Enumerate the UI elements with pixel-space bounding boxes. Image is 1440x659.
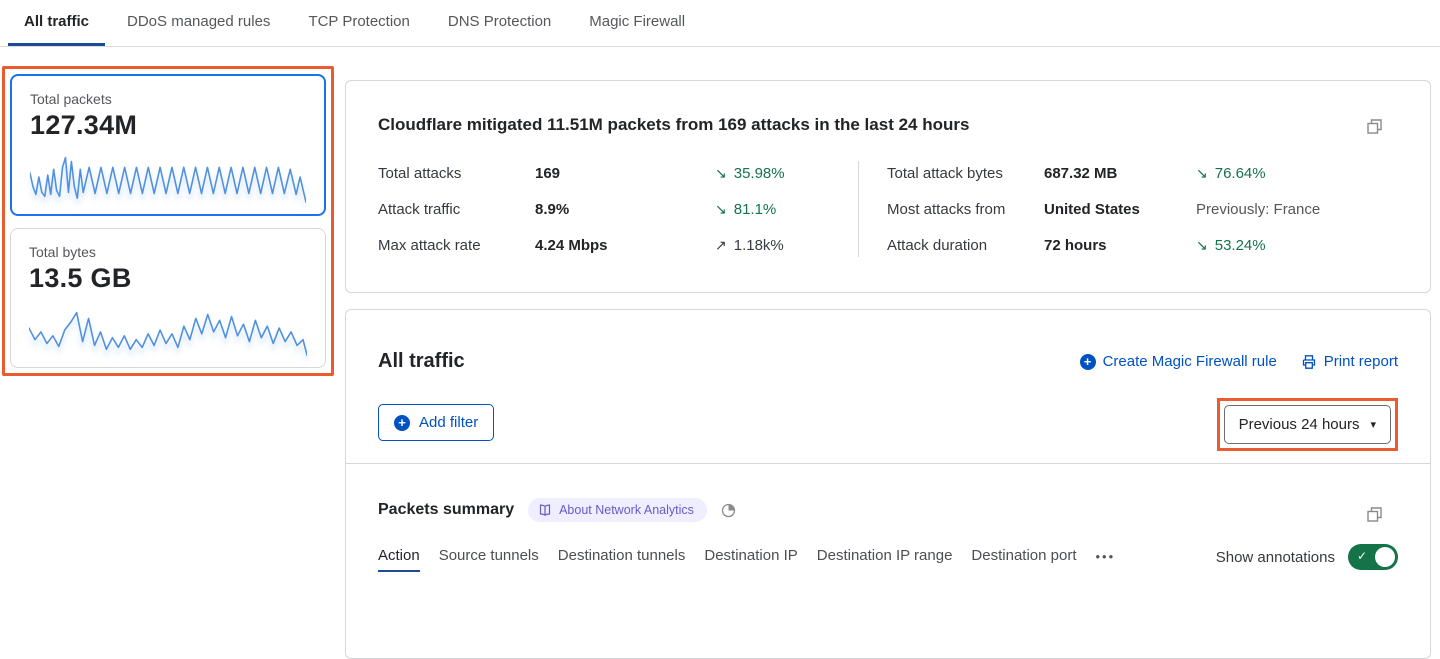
attack-stats-right: Total attack bytes 687.32 MB ↘ 76.64% Mos… (887, 155, 1398, 263)
stat-change: ↘ 35.98% (715, 164, 785, 182)
packets-summary-title: Packets summary (378, 501, 515, 518)
arrow-down-right-icon: ↘ (715, 164, 727, 181)
subtab-destination-ip[interactable]: Destination IP (704, 546, 798, 564)
top-tab-bar: All traffic DDoS managed rules TCP Prote… (0, 0, 1440, 47)
stat-label: Most attacks from (887, 200, 1006, 218)
stat-change: ↘ 76.64% (1196, 164, 1266, 182)
subtab-destination-port[interactable]: Destination port (971, 546, 1077, 564)
stat-change: Previously: France (1196, 200, 1321, 218)
tab-dns-protection[interactable]: DNS Protection (447, 13, 552, 30)
copy-panel-icon[interactable] (1366, 118, 1383, 135)
show-annotations-toggle[interactable]: ✓ (1348, 544, 1398, 570)
stat-label: Total attack bytes (887, 164, 1003, 182)
stat-value: United States (1044, 200, 1140, 218)
attack-summary-title: Cloudflare mitigated 11.51M packets from… (378, 115, 970, 134)
total-bytes-card[interactable]: Total bytes 13.5 GB (10, 228, 326, 368)
plus-circle-icon: + (394, 414, 410, 431)
all-traffic-panel: All traffic + Create Magic Firewall rule… (345, 309, 1431, 659)
metric-label: Total bytes (29, 244, 96, 260)
create-magic-firewall-rule-link[interactable]: + Create Magic Firewall rule (1079, 353, 1277, 370)
attack-summary-panel: Cloudflare mitigated 11.51M packets from… (345, 80, 1431, 293)
about-network-analytics-badge[interactable]: About Network Analytics (528, 498, 707, 522)
arrow-up-right-icon: ↗ (715, 236, 727, 253)
printer-icon (1302, 354, 1315, 369)
arrow-down-right-icon: ↘ (1196, 164, 1208, 181)
tab-all-traffic[interactable]: All traffic (8, 0, 106, 46)
book-icon (539, 504, 551, 516)
tab-tcp-protection[interactable]: TCP Protection (308, 13, 410, 30)
tab-magic-firewall[interactable]: Magic Firewall (589, 13, 686, 30)
show-annotations-label: Show annotations (1215, 548, 1335, 566)
stat-label: Attack duration (887, 236, 988, 254)
stat-change: ↘ 53.24% (1196, 236, 1266, 254)
total-packets-card[interactable]: Total packets 127.34M (10, 74, 326, 216)
print-report-link[interactable]: Print report (1301, 353, 1398, 370)
subtab-source-tunnels[interactable]: Source tunnels (438, 546, 539, 564)
plus-circle-icon: + (1079, 353, 1096, 370)
chevron-down-icon: ▾ (1370, 419, 1376, 431)
all-traffic-heading: All traffic (378, 350, 465, 372)
stat-label: Total attacks (378, 164, 462, 182)
metric-value: 127.34M (30, 110, 138, 140)
toggle-knob (1375, 547, 1395, 567)
arrow-down-right-icon: ↘ (715, 200, 727, 217)
packets-sparkline-chart (30, 156, 306, 203)
attack-stats: Total attacks 169 ↘ 35.98% Attack traffic… (378, 155, 1398, 263)
usage-pie-icon[interactable] (721, 503, 736, 518)
stat-value: 72 hours (1044, 236, 1107, 254)
subtab-destination-tunnels[interactable]: Destination tunnels (557, 546, 686, 564)
stat-value: 687.32 MB (1044, 164, 1118, 182)
annotation-highlight-metric-cards: Total packets 127.34M Total bytes 13.5 G… (2, 66, 334, 376)
metric-value: 13.5 GB (29, 263, 132, 293)
packets-summary-tabs: Action Source tunnels Destination tunnel… (378, 544, 1398, 574)
stats-divider (858, 161, 859, 257)
arrow-down-right-icon: ↘ (1196, 236, 1208, 253)
stat-label: Max attack rate (378, 236, 481, 254)
stat-label: Attack traffic (378, 200, 461, 218)
subtab-destination-ip-range[interactable]: Destination IP range (816, 546, 953, 564)
add-filter-button[interactable]: + Add filter (378, 404, 495, 441)
metric-label: Total packets (30, 91, 112, 107)
bytes-sparkline-chart (29, 311, 307, 356)
sparkline-path (29, 311, 307, 356)
stat-change: ↗ 1.18k% (715, 236, 784, 254)
check-icon: ✓ (1357, 549, 1368, 563)
more-tabs-icon[interactable]: ••• (1095, 548, 1116, 564)
copy-panel-icon[interactable] (1366, 506, 1383, 523)
stat-change: ↘ 81.1% (715, 200, 777, 218)
sparkline-path (30, 156, 306, 203)
subtab-action[interactable]: Action (378, 547, 420, 572)
tab-ddos-managed-rules[interactable]: DDoS managed rules (127, 13, 271, 30)
stat-value: 4.24 Mbps (535, 236, 608, 254)
attack-stats-left: Total attacks 169 ↘ 35.98% Attack traffic… (378, 155, 858, 263)
stat-value: 8.9% (535, 200, 570, 218)
section-divider (346, 463, 1430, 464)
time-range-dropdown[interactable]: Previous 24 hours ▾ (1223, 405, 1391, 444)
stat-value: 169 (535, 164, 561, 182)
annotation-highlight-time-range: Previous 24 hours ▾ (1216, 398, 1398, 451)
